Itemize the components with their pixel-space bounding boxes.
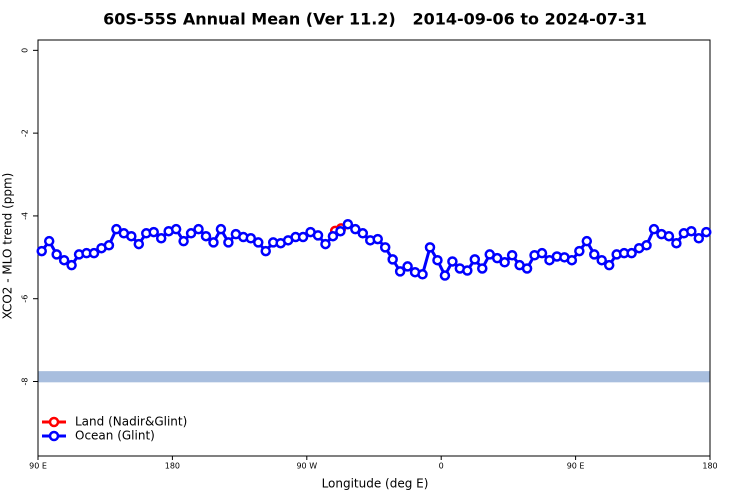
data-point bbox=[521, 263, 533, 274]
data-point bbox=[626, 247, 637, 259]
data-point bbox=[185, 228, 197, 239]
data-point bbox=[701, 226, 712, 238]
data-point bbox=[103, 240, 115, 251]
data-point bbox=[155, 233, 167, 244]
data-point bbox=[148, 226, 159, 238]
data-point bbox=[671, 237, 682, 249]
data-point bbox=[312, 230, 324, 241]
data-point bbox=[394, 266, 406, 277]
y-tick-label: 0 bbox=[21, 48, 30, 53]
y-tick-label: -6 bbox=[21, 295, 30, 303]
data-point bbox=[491, 252, 503, 264]
data-point bbox=[536, 247, 548, 259]
data-point bbox=[432, 254, 443, 266]
data-point bbox=[36, 245, 47, 257]
data-point bbox=[133, 238, 145, 250]
data-point bbox=[126, 230, 137, 242]
data-point bbox=[566, 254, 578, 266]
data-point bbox=[350, 223, 361, 235]
data-point bbox=[342, 218, 354, 230]
y-tick-label: -4 bbox=[21, 212, 30, 220]
data-point bbox=[43, 235, 55, 247]
legend-label: Land (Nadir&Glint) bbox=[75, 415, 187, 429]
data-point bbox=[693, 233, 705, 244]
data-point bbox=[335, 225, 346, 237]
data-point bbox=[462, 265, 473, 276]
data-point bbox=[596, 254, 607, 266]
data-point bbox=[686, 225, 697, 237]
data-point bbox=[648, 223, 660, 235]
data-point bbox=[193, 223, 204, 235]
legend-label: Ocean (Glint) bbox=[75, 429, 155, 443]
data-point bbox=[372, 233, 383, 245]
data-point bbox=[379, 242, 391, 253]
data-point bbox=[447, 256, 458, 267]
data-point bbox=[417, 269, 428, 280]
data-point bbox=[424, 242, 436, 253]
data-point bbox=[581, 235, 593, 247]
data-point bbox=[663, 230, 675, 242]
data-point bbox=[327, 230, 339, 242]
chart-title: 60S-55S Annual Mean (Ver 11.2) 2014-09-0… bbox=[103, 10, 647, 29]
data-point bbox=[499, 257, 510, 268]
data-point bbox=[223, 237, 234, 248]
data-point bbox=[111, 223, 122, 235]
data-point bbox=[208, 237, 219, 248]
data-point bbox=[88, 247, 100, 259]
data-point bbox=[402, 261, 413, 272]
data-point bbox=[320, 238, 331, 250]
x-tick-label: 90 E bbox=[29, 462, 47, 471]
x-tick-label: 180 bbox=[702, 462, 717, 471]
data-point bbox=[66, 259, 77, 271]
data-point bbox=[439, 270, 451, 281]
data-point bbox=[357, 228, 369, 239]
y-tick-label: -8 bbox=[21, 378, 30, 386]
x-tick-label: 0 bbox=[439, 462, 444, 471]
data-point bbox=[51, 249, 62, 260]
legend-marker bbox=[48, 416, 60, 428]
data-point bbox=[477, 263, 488, 274]
data-point bbox=[387, 254, 398, 265]
x-tick-label: 90 W bbox=[296, 462, 317, 471]
data-point bbox=[200, 230, 212, 242]
y-tick-label: -2 bbox=[21, 129, 30, 137]
x-tick-label: 180 bbox=[165, 462, 180, 471]
data-point bbox=[245, 233, 257, 244]
data-point bbox=[574, 245, 585, 257]
data-point bbox=[297, 231, 309, 243]
data-point bbox=[589, 249, 600, 260]
data-point bbox=[170, 223, 182, 235]
data-point bbox=[253, 237, 264, 248]
data-point bbox=[641, 240, 652, 251]
data-point bbox=[58, 254, 70, 266]
data-point bbox=[260, 245, 271, 257]
x-tick-label: 90 E bbox=[567, 462, 585, 471]
data-point bbox=[469, 254, 481, 265]
data-point bbox=[215, 223, 227, 235]
y-axis-label: XCO2 - MLO trend (ppm) bbox=[1, 173, 15, 320]
data-point bbox=[506, 249, 518, 261]
legend-marker bbox=[48, 430, 60, 442]
x-axis-label: Longitude (deg E) bbox=[322, 477, 429, 491]
data-point bbox=[178, 235, 189, 247]
data-point bbox=[603, 259, 615, 271]
coverage-band bbox=[38, 371, 710, 383]
